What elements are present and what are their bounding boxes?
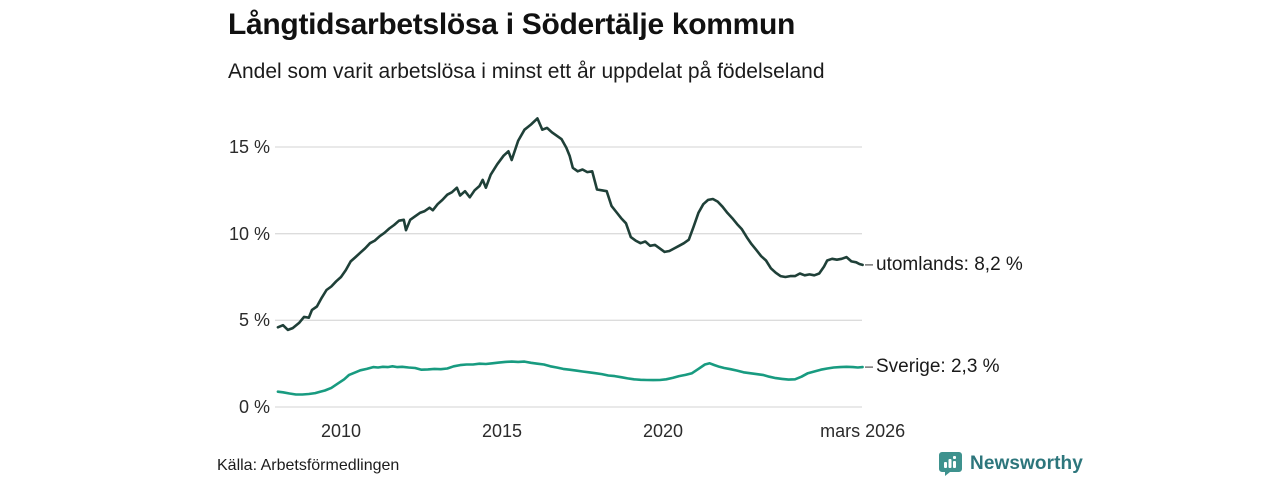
series-end-label-utomlands: utomlands: 8,2 % (876, 253, 1023, 275)
x-tick-label: 2010 (320, 421, 362, 441)
y-tick-label: 0 % (238, 397, 270, 417)
x-tick-label: 2015 (481, 421, 523, 441)
source-note: Källa: Arbetsförmedlingen (217, 457, 400, 474)
newsworthy-logo-icon (939, 452, 962, 476)
series-end-label-Sverige: Sverige: 2,3 % (876, 356, 1000, 378)
x-tick-label: mars 2026 (820, 421, 906, 441)
chart-title: Långtidsarbetslösa i Södertälje kommun (228, 8, 796, 41)
series-line-Sverige (276, 360, 864, 396)
y-tick-label: 5 % (238, 310, 270, 331)
brand-footer: Newsworthy (938, 451, 1083, 477)
chart-subtitle: Andel som varit arbetslösa i minst ett å… (228, 60, 825, 83)
newsworthy-wordmark: Newsworthy (970, 453, 1083, 474)
y-tick-label: 15 % (228, 137, 270, 157)
x-tick-label: 2020 (642, 421, 684, 441)
series-line-utomlands (276, 117, 864, 332)
y-tick-label: 10 % (228, 223, 270, 244)
